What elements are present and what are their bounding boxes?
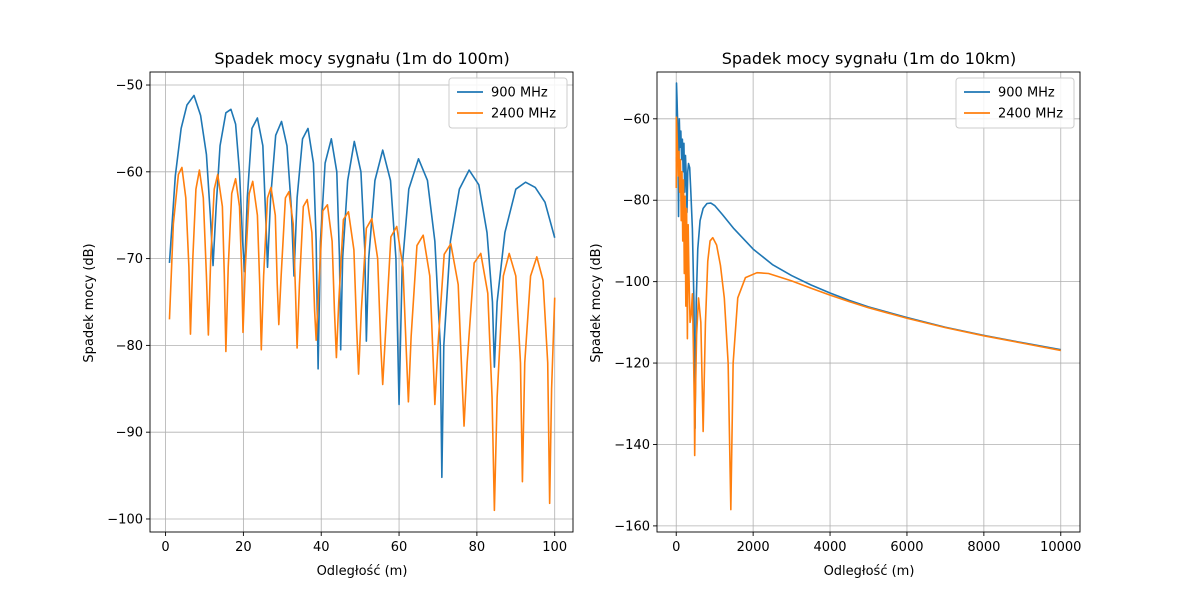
legend-box bbox=[448, 77, 568, 129]
grid bbox=[657, 72, 1080, 532]
y-tick-label: −120 bbox=[614, 357, 650, 372]
y-tick-label: −80 bbox=[116, 339, 143, 354]
x-tick-label: 100 bbox=[542, 540, 567, 555]
x-tick-label: 8000 bbox=[967, 540, 1000, 555]
y-tick-label: −140 bbox=[614, 438, 650, 453]
x-tick-label: 0 bbox=[161, 540, 169, 555]
y-tick-label: −60 bbox=[623, 112, 650, 127]
x-tick-label: 0 bbox=[672, 540, 680, 555]
x-tick-label: 20 bbox=[235, 540, 252, 555]
series-line-900-mhz bbox=[168, 94, 556, 479]
y-tick-label: −160 bbox=[614, 519, 650, 534]
legend: 900 MHz 2400 MHz bbox=[955, 77, 1075, 129]
chart-title: Spadek mocy sygnału (1m do 10km) bbox=[722, 49, 1016, 68]
series-line-900-mhz bbox=[675, 82, 1061, 429]
y-tick-label: −70 bbox=[116, 252, 143, 267]
y-axis-label: Spadek mocy (dB) bbox=[82, 243, 97, 362]
y-axis-label: Spadek mocy (dB) bbox=[589, 243, 604, 362]
y-tick-label: −80 bbox=[623, 194, 650, 209]
x-tick-label: 10000 bbox=[1040, 540, 1081, 555]
x-tick-label: 80 bbox=[469, 540, 486, 555]
legend: 900 MHz 2400 MHz bbox=[448, 77, 568, 129]
x-tick-label: 6000 bbox=[890, 540, 923, 555]
axes-frame bbox=[149, 71, 574, 533]
series-line-2400-mhz bbox=[168, 166, 556, 512]
axes-frame bbox=[656, 71, 1081, 533]
x-tick-label: 40 bbox=[313, 540, 330, 555]
x-tick-label: 2000 bbox=[737, 540, 770, 555]
series-group bbox=[675, 82, 1061, 511]
legend-label: 2400 MHz bbox=[491, 107, 556, 122]
series-group bbox=[168, 94, 556, 512]
x-tick-label: 4000 bbox=[813, 540, 846, 555]
chart-panel-left: Spadek mocy sygnału (1m do 100m) Odległo… bbox=[82, 49, 574, 579]
legend-label: 900 MHz bbox=[491, 86, 548, 101]
chart-panel-right: Spadek mocy sygnału (1m do 10km) Odległo… bbox=[589, 49, 1081, 579]
series-line-2400-mhz bbox=[675, 116, 1061, 511]
y-tick-label: −100 bbox=[614, 275, 650, 290]
y-tick-label: −90 bbox=[116, 426, 143, 441]
y-tick-label: −50 bbox=[116, 79, 143, 94]
legend-box bbox=[955, 77, 1075, 129]
chart-title: Spadek mocy sygnału (1m do 100m) bbox=[214, 49, 509, 68]
x-tick-label: 60 bbox=[391, 540, 408, 555]
legend-label: 900 MHz bbox=[998, 86, 1055, 101]
y-tick-label: −60 bbox=[116, 165, 143, 180]
x-axis-label: Odległość (m) bbox=[824, 564, 915, 579]
y-tick-label: −100 bbox=[107, 512, 143, 527]
x-axis-label: Odległość (m) bbox=[317, 564, 408, 579]
legend-label: 2400 MHz bbox=[998, 107, 1063, 122]
